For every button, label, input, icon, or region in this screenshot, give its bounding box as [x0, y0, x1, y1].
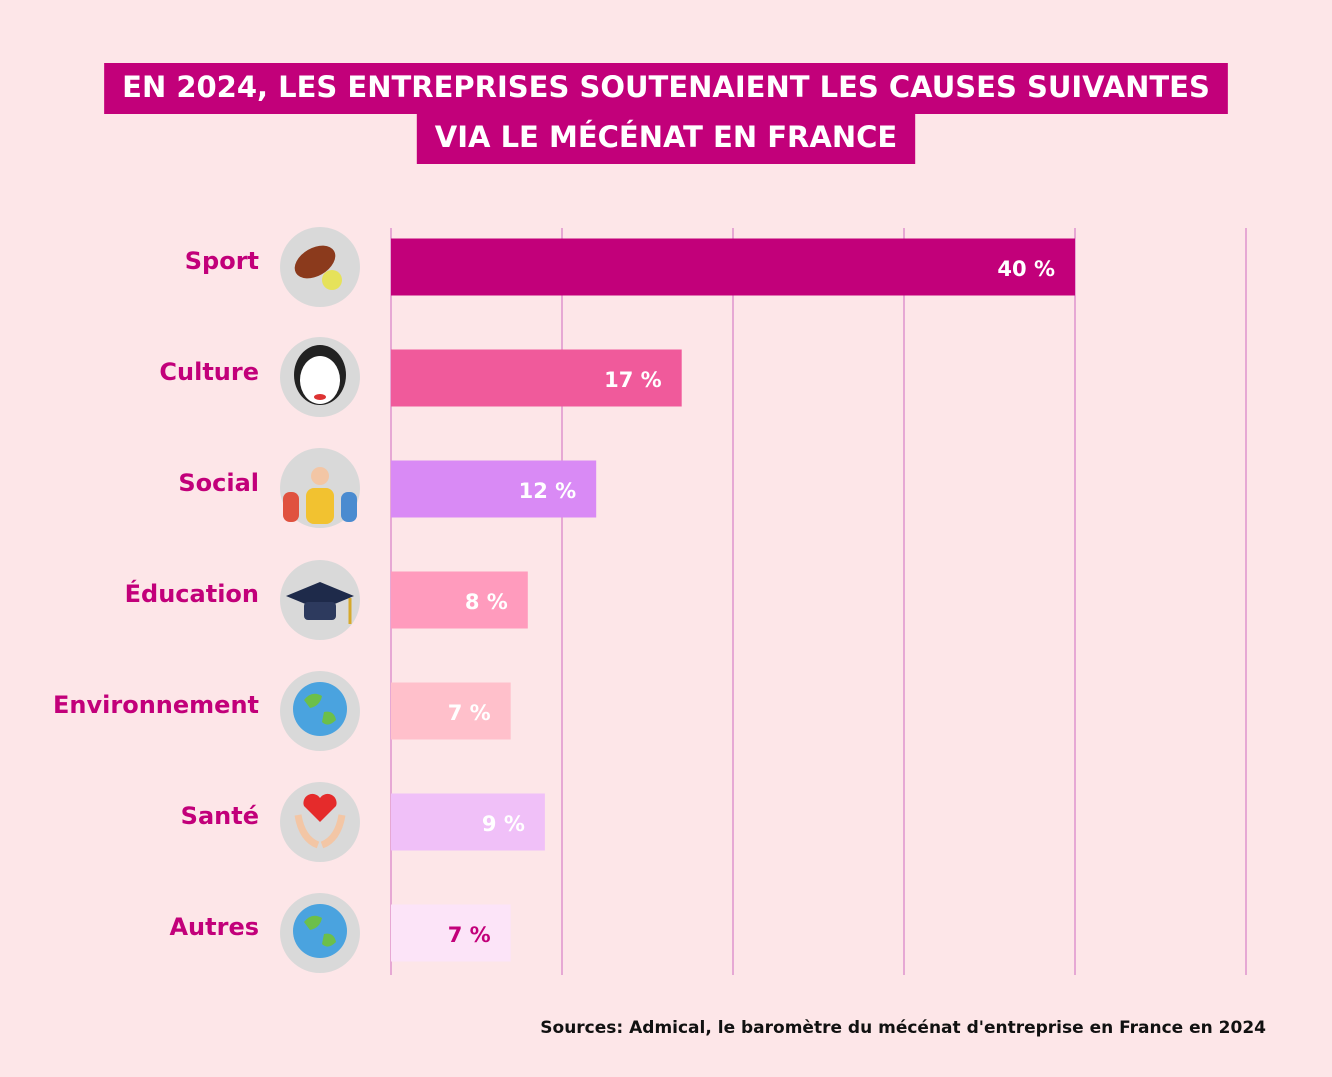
- bar: [391, 793, 545, 851]
- bar: [391, 349, 682, 407]
- category-label: Culture: [159, 358, 259, 386]
- category-label: Santé: [181, 802, 259, 830]
- icon-environment: [280, 671, 360, 751]
- bar: [391, 571, 528, 629]
- title-box: [104, 63, 1228, 114]
- value-label: 9 %: [482, 812, 525, 836]
- chart-title: EN 2024, LES ENTREPRISES SOUTENAIENT LES…: [122, 70, 1210, 104]
- bar: [391, 904, 511, 962]
- icon-culture: [280, 337, 360, 417]
- value-label: 12 %: [519, 479, 577, 503]
- value-label: 7 %: [448, 701, 491, 725]
- category-label: Social: [178, 469, 259, 497]
- bar: [391, 682, 511, 740]
- icon-sport: [280, 227, 360, 307]
- icon-sante: [280, 782, 360, 862]
- value-label: 40 %: [997, 257, 1055, 281]
- value-label: 8 %: [465, 590, 508, 614]
- bar: [391, 460, 597, 518]
- icon-social: [280, 448, 360, 528]
- icon-autres: [280, 893, 360, 973]
- category-label: Environnement: [53, 691, 259, 719]
- bar: [391, 238, 1075, 296]
- title-box: [416, 113, 916, 164]
- category-label: Sport: [185, 247, 259, 275]
- chart-title: VIA LE MÉCÉNAT EN FRANCE: [435, 120, 897, 154]
- category-label: Éducation: [125, 579, 259, 608]
- source: Sources: Admical, le baromètre du mécéna…: [540, 1018, 1266, 1038]
- value-label: 17 %: [604, 368, 662, 392]
- category-label: Autres: [169, 913, 259, 941]
- icons: [280, 227, 360, 973]
- value-label: 7 %: [448, 923, 491, 947]
- icon-education: [280, 560, 360, 640]
